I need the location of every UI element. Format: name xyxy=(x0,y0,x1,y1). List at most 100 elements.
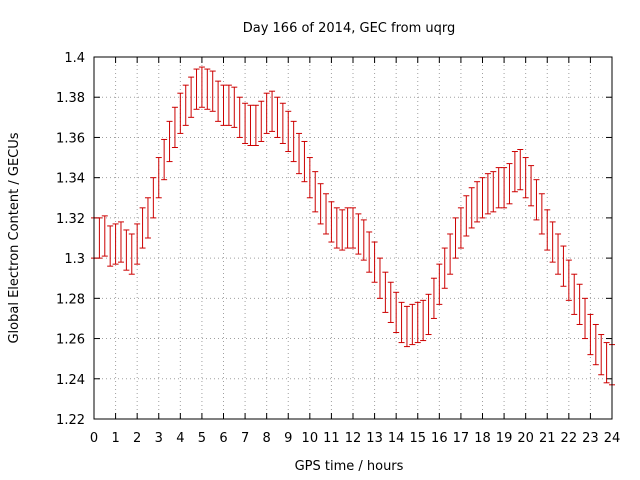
x-tick-label: 22 xyxy=(561,431,578,446)
error-bar-point xyxy=(517,149,524,191)
error-bar-point xyxy=(414,301,421,344)
error-bar-point xyxy=(177,92,184,134)
error-bar-point xyxy=(474,181,481,223)
error-bar-point xyxy=(511,151,518,193)
x-tick-label: 13 xyxy=(366,431,383,446)
error-bar-point xyxy=(333,207,340,249)
error-bar-point xyxy=(533,179,540,221)
error-bar-point xyxy=(123,229,130,271)
y-tick-label: 1.36 xyxy=(56,131,85,146)
error-bar-point xyxy=(360,219,367,261)
x-tick-label: 2 xyxy=(133,431,141,446)
error-bar-point xyxy=(587,313,594,356)
x-tick-label: 11 xyxy=(323,431,340,446)
error-bar-point xyxy=(538,193,545,235)
error-bar-point xyxy=(323,193,330,235)
x-tick-labels: 0 1 2 3 4 5 6 7 8 9 10 11 12 13 14 15 16 17 18 19 20 21 22 23 24 xyxy=(90,431,620,446)
x-tick-label: 9 xyxy=(284,431,292,446)
error-bar-point xyxy=(166,120,173,163)
error-bar-point xyxy=(274,96,281,138)
error-bar-point xyxy=(403,305,410,348)
error-bar-point xyxy=(495,167,502,209)
error-bar-point xyxy=(501,167,508,209)
error-bar-point xyxy=(134,223,141,265)
error-bar-point xyxy=(398,301,405,344)
x-tick-label: 23 xyxy=(582,431,599,446)
y-axis-label: Global Electron Content / GECUs xyxy=(7,132,22,343)
error-bar-point xyxy=(317,183,324,225)
error-bar-point xyxy=(382,271,389,313)
y-tick-label: 1.22 xyxy=(56,413,85,428)
x-tick-label: 6 xyxy=(219,431,227,446)
error-bar-point xyxy=(420,299,427,342)
y-tick-label: 1.24 xyxy=(56,373,85,388)
error-bar-point xyxy=(409,303,416,346)
error-bar-point xyxy=(312,171,319,213)
y-tick-label: 1.34 xyxy=(56,172,85,187)
y-tick-label: 1.28 xyxy=(56,292,85,307)
error-bar-point xyxy=(484,173,491,215)
x-tick-label: 8 xyxy=(263,431,271,446)
error-bar-point xyxy=(490,171,497,213)
error-bar-point xyxy=(306,157,313,199)
y-tick-label: 1.3 xyxy=(64,252,85,267)
error-bar-point xyxy=(198,66,205,108)
error-bar-point xyxy=(209,70,216,112)
error-bar-point xyxy=(549,221,556,263)
error-bar-point xyxy=(430,277,437,319)
error-bar-point xyxy=(252,104,259,146)
x-tick-label: 21 xyxy=(539,431,556,446)
error-bar-point xyxy=(339,209,346,251)
error-bar-point xyxy=(193,68,200,110)
error-bar-point xyxy=(603,342,610,384)
error-bar-point xyxy=(139,207,146,249)
error-bar-point xyxy=(436,263,443,305)
error-bar-point xyxy=(285,110,292,153)
error-bar-point xyxy=(328,201,335,243)
error-bar-point xyxy=(522,157,529,199)
error-bar-point xyxy=(290,120,297,163)
error-bar-point xyxy=(350,207,356,249)
x-tick-label: 24 xyxy=(604,431,621,446)
error-bar-point xyxy=(355,213,362,255)
error-bar-point xyxy=(576,283,583,325)
error-bar-point xyxy=(457,207,464,249)
data-series xyxy=(91,66,615,386)
y-tick-label: 1.26 xyxy=(56,333,85,348)
x-tick-label: 5 xyxy=(198,431,206,446)
error-bar-point xyxy=(117,221,124,263)
x-tick-label: 3 xyxy=(155,431,163,446)
error-bar-point xyxy=(366,231,373,273)
error-bar-point xyxy=(565,259,572,301)
x-tick-label: 0 xyxy=(90,431,98,446)
error-bar-point xyxy=(463,195,470,237)
error-bar-point xyxy=(215,80,222,122)
x-tick-label: 12 xyxy=(345,431,362,446)
y-tick-label: 1.4 xyxy=(64,51,85,66)
error-bar-point xyxy=(393,291,400,334)
x-tick-label: 1 xyxy=(111,431,119,446)
x-tick-label: 17 xyxy=(453,431,470,446)
error-bar-point xyxy=(144,197,151,239)
error-bar-point xyxy=(96,217,103,259)
error-bar-point xyxy=(296,132,303,175)
x-tick-label: 18 xyxy=(474,431,491,446)
error-bar-point xyxy=(112,223,119,265)
error-bar-point xyxy=(150,177,157,219)
y-tick-labels: 1.22 1.24 1.26 1.28 1.3 1.32 1.34 1.36 1.38 1.4 xyxy=(56,51,85,428)
error-bar-point xyxy=(560,245,567,287)
x-tick-label: 14 xyxy=(388,431,405,446)
error-bar-point xyxy=(231,86,238,128)
error-bar-point xyxy=(452,217,459,259)
error-bar-point xyxy=(301,140,308,183)
error-bar-point xyxy=(376,257,383,299)
error-bar-point xyxy=(171,106,178,148)
x-tick-label: 20 xyxy=(517,431,534,446)
error-bar-point xyxy=(447,233,454,275)
y-tick-label: 1.32 xyxy=(56,212,85,227)
error-bar-point xyxy=(220,84,227,126)
x-axis-label: GPS time / hours xyxy=(295,459,404,474)
error-bar-point xyxy=(387,281,394,323)
